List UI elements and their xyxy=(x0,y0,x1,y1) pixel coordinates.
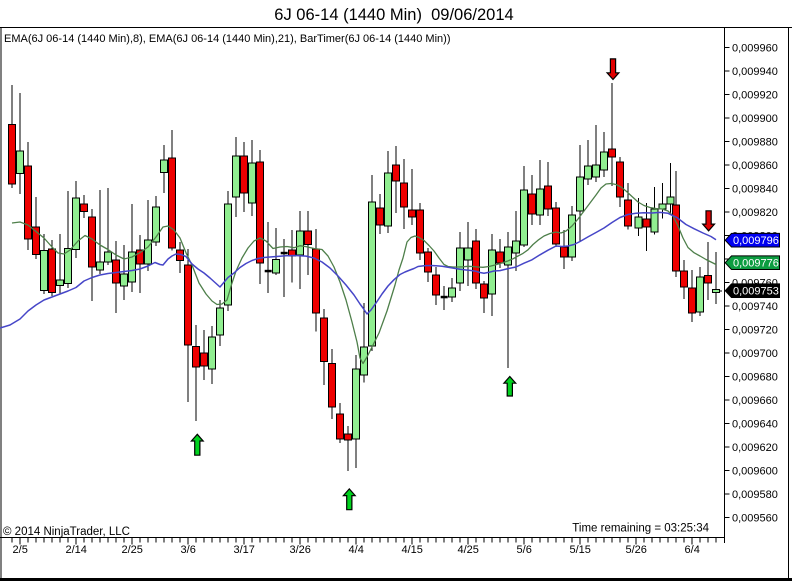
svg-text:0,009740: 0,009740 xyxy=(732,301,778,313)
svg-text:0,009900: 0,009900 xyxy=(732,113,778,125)
svg-text:0,009700: 0,009700 xyxy=(732,348,778,360)
svg-text:0,009600: 0,009600 xyxy=(732,465,778,477)
svg-text:0,009776: 0,009776 xyxy=(733,258,779,270)
svg-text:5/6: 5/6 xyxy=(517,544,532,556)
svg-text:0,009680: 0,009680 xyxy=(732,371,778,383)
svg-text:0,009640: 0,009640 xyxy=(732,418,778,430)
svg-text:EMA(6J 06-14 (1440 Min),8), EM: EMA(6J 06-14 (1440 Min),8), EMA(6J 06-14… xyxy=(4,33,450,45)
svg-text:0,009940: 0,009940 xyxy=(732,66,778,78)
svg-text:5/26: 5/26 xyxy=(625,544,646,556)
svg-text:0,009620: 0,009620 xyxy=(732,442,778,454)
svg-text:© 2014 NinjaTrader, LLC: © 2014 NinjaTrader, LLC xyxy=(3,526,130,538)
svg-text:3/6: 3/6 xyxy=(181,544,196,556)
svg-text:0,009920: 0,009920 xyxy=(732,89,778,101)
svg-text:6J 06-14 (1440 Min) 09/06/201: 6J 06-14 (1440 Min) 09/06/2014 xyxy=(274,6,513,24)
svg-text:4/15: 4/15 xyxy=(401,544,422,556)
svg-text:0,009753: 0,009753 xyxy=(733,286,779,298)
svg-text:0,009720: 0,009720 xyxy=(732,324,778,336)
svg-text:2/25: 2/25 xyxy=(121,544,142,556)
svg-text:0,009580: 0,009580 xyxy=(732,489,778,501)
svg-text:2/5: 2/5 xyxy=(13,544,28,556)
svg-text:4/25: 4/25 xyxy=(457,544,478,556)
svg-text:6/4: 6/4 xyxy=(685,544,700,556)
svg-text:5/15: 5/15 xyxy=(569,544,590,556)
svg-text:3/26: 3/26 xyxy=(289,544,310,556)
svg-text:4/4: 4/4 xyxy=(349,544,364,556)
svg-text:0,009560: 0,009560 xyxy=(732,512,778,524)
svg-text:0,009960: 0,009960 xyxy=(732,42,778,54)
svg-text:0,009860: 0,009860 xyxy=(732,160,778,172)
svg-text:0,009796: 0,009796 xyxy=(733,235,779,247)
svg-text:3/17: 3/17 xyxy=(233,544,254,556)
svg-text:2/14: 2/14 xyxy=(65,544,86,556)
svg-text:0,009820: 0,009820 xyxy=(732,207,778,219)
svg-text:0,009880: 0,009880 xyxy=(732,136,778,148)
svg-text:Time remaining = 03:25:34: Time remaining = 03:25:34 xyxy=(572,523,709,535)
svg-text:0,009660: 0,009660 xyxy=(732,395,778,407)
svg-text:0,009840: 0,009840 xyxy=(732,183,778,195)
